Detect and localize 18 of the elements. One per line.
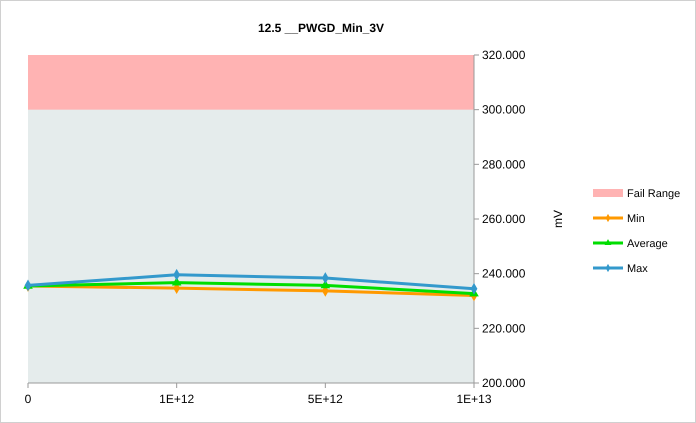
y-tick-label: 200.000 (482, 376, 526, 390)
x-tick-label: 1E+12 (159, 392, 195, 406)
point (172, 277, 182, 286)
legend-label: Min (627, 213, 645, 225)
y-tick-label: 260.000 (482, 212, 526, 226)
legend-label: Average (627, 238, 668, 250)
legend-label: Fail Range (627, 188, 680, 200)
x-tick-label: 0 (24, 392, 32, 406)
chart-title: 12.5 __PWGD_Min_3V (258, 21, 384, 35)
y-tick-label: 240.000 (482, 266, 526, 281)
y-tick-label: 300.000 (482, 102, 526, 117)
y-tick-label: 320.000 (482, 48, 526, 62)
y-axis-title: mV (551, 210, 565, 228)
y-tick-label: 280.000 (482, 157, 526, 172)
x-tick-label: 5E+12 (308, 392, 344, 406)
legend-label: Max (627, 263, 648, 275)
x-tick-label: 1E+13 (456, 392, 492, 406)
y-tick-label: 220.000 (482, 321, 526, 336)
